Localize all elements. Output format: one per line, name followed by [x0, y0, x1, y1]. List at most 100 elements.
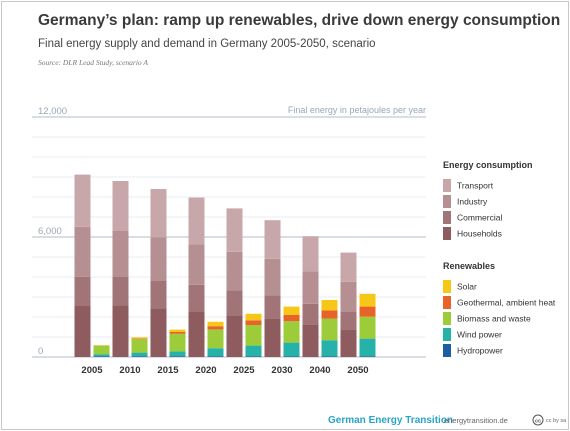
bar-hydro-2030: [283, 356, 300, 357]
bar-hydro-2015: [169, 356, 186, 357]
bar-biomass-2015: [169, 333, 186, 352]
bar-commercial-2010: [112, 277, 129, 306]
legend-renewables-title: Renewables: [443, 261, 495, 271]
bar-transport-2005: [74, 174, 91, 227]
legend-label-biomass: Biomass and waste: [457, 314, 531, 324]
bar-industry-2040: [302, 271, 319, 304]
legend-label-hydro: Hydropower: [457, 346, 503, 356]
y-tick-label: 12,000: [38, 106, 67, 117]
footer-license: cc by sa: [546, 418, 567, 424]
chart-title: Germany’s plan: ramp up renewables, driv…: [38, 12, 561, 29]
bar-solar-2015: [169, 329, 186, 332]
bar-transport-2020: [188, 197, 205, 245]
legend: Energy consumption Renewables Transport I…: [443, 160, 556, 357]
bar-solar-2020: [207, 321, 224, 327]
bar-geothermal-2010: [131, 338, 148, 340]
bar-commercial-2025: [226, 290, 243, 316]
bar-solar-2040: [321, 300, 338, 311]
y-tick-label: 0: [38, 346, 43, 357]
bar-industry-2020: [188, 244, 205, 285]
bar-wind-2005: [93, 354, 110, 357]
legend-label-transport: Transport: [457, 181, 494, 191]
bar-industry-2050: [340, 281, 357, 312]
bar-biomass-2040: [321, 318, 338, 341]
legend-consumption-title: Energy consumption: [443, 160, 533, 170]
bar-biomass-2010: [131, 339, 148, 353]
bar-biomass-2050: [359, 316, 376, 339]
x-tick-label: 2025: [233, 365, 255, 376]
bar-solar-2025: [245, 313, 262, 321]
y-tick-label: 6,000: [38, 226, 62, 237]
bar-households-2040: [302, 324, 319, 357]
bar-hydro-2005: [93, 356, 110, 357]
bar-households-2010: [112, 305, 129, 357]
bar-households-2020: [188, 311, 205, 357]
bar-hydro-2010: [131, 356, 148, 357]
bar-transport-2015: [150, 189, 167, 238]
bar-geothermal-2020: [207, 326, 224, 330]
svg-text:cc: cc: [535, 419, 541, 425]
bar-industry-2025: [226, 251, 243, 291]
legend-label-solar: Solar: [457, 282, 477, 292]
bar-commercial-2005: [74, 276, 91, 306]
legend-label-households: Households: [457, 229, 502, 239]
creative-commons-icon: cc: [532, 414, 544, 426]
legend-label-wind: Wind power: [457, 330, 502, 340]
legend-swatch-commercial: [443, 211, 451, 224]
x-tick-label: 2030: [271, 365, 292, 376]
legend-swatch-hydro: [443, 344, 451, 357]
legend-label-commercial: Commercial: [457, 213, 502, 223]
legend-swatch-transport: [443, 179, 451, 192]
bar-commercial-2020: [188, 284, 205, 312]
bar-transport-2030: [264, 220, 281, 259]
y-axis: Final energy in petajoules per year 0 6,0…: [38, 105, 426, 357]
bar-industry-2010: [112, 231, 129, 277]
bar-wind-2015: [169, 351, 186, 357]
chart-source: Source: DLR Lead Study, scenario A: [38, 58, 148, 67]
bar-hydro-2050: [359, 356, 376, 357]
footer-url[interactable]: energytransition.de: [444, 416, 508, 425]
bar-wind-2020: [207, 348, 224, 357]
bar-transport-2040: [302, 236, 319, 272]
x-axis: 2005 2010 2015 2020 2025 2030 2040 2050: [81, 365, 368, 376]
x-tick-label: 2040: [309, 365, 330, 376]
bar-geothermal-2025: [245, 320, 262, 325]
x-tick-label: 2050: [347, 365, 368, 376]
bar-biomass-2030: [283, 321, 300, 343]
y-axis-unit-label: Final energy in petajoules per year: [288, 105, 426, 115]
bar-wind-2050: [359, 338, 376, 357]
bar-hydro-2025: [245, 356, 262, 357]
bar-solar-2030: [283, 306, 300, 315]
legend-swatch-industry: [443, 195, 451, 208]
bar-commercial-2030: [264, 295, 281, 319]
bar-commercial-2040: [302, 303, 319, 325]
footer-brand: German Energy Transition: [328, 415, 453, 426]
chart-subtitle: Final energy supply and demand in German…: [38, 38, 376, 50]
x-tick-label: 2020: [195, 365, 216, 376]
legend-swatch-biomass: [443, 312, 451, 325]
footer: German Energy Transition energytransitio…: [328, 414, 567, 426]
bar-biomass-2025: [245, 325, 262, 346]
x-tick-label: 2005: [81, 365, 103, 376]
bar-wind-2010: [131, 352, 148, 357]
legend-label-geothermal: Geothermal, ambient heat: [457, 298, 556, 308]
legend-label-industry: Industry: [457, 197, 488, 207]
bar-hydro-2020: [207, 356, 224, 357]
bar-solar-2050: [359, 293, 376, 307]
bar-biomass-2005: [93, 345, 110, 355]
x-tick-label: 2015: [157, 365, 179, 376]
bar-geothermal-2015: [169, 332, 186, 334]
bar-commercial-2015: [150, 280, 167, 309]
x-tick-label: 2010: [119, 365, 140, 376]
bar-wind-2040: [321, 340, 338, 357]
bar-wind-2030: [283, 342, 300, 357]
bar-geothermal-2040: [321, 310, 338, 319]
bar-geothermal-2050: [359, 306, 376, 317]
bar-wind-2025: [245, 345, 262, 357]
bar-commercial-2050: [340, 311, 357, 330]
bar-households-2050: [340, 329, 357, 357]
bar-transport-2010: [112, 181, 129, 231]
legend-swatch-solar: [443, 280, 451, 293]
